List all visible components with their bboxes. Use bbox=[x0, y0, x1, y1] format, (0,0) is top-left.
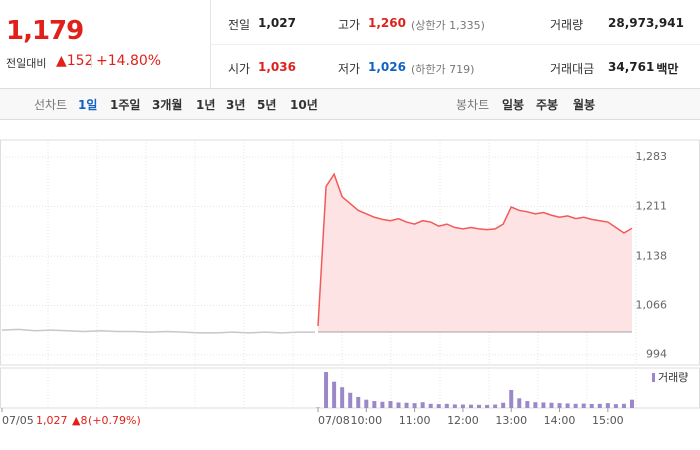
stat-value: 1,027 bbox=[258, 16, 296, 30]
today-line bbox=[317, 172, 633, 327]
volume-bar bbox=[348, 392, 353, 408]
volume-bar bbox=[477, 404, 482, 408]
volume-bar bbox=[533, 402, 538, 408]
volume-bar bbox=[340, 387, 345, 408]
stat-value: 28,973,941 bbox=[608, 16, 684, 30]
volume-bar bbox=[557, 403, 562, 408]
rate: +14.80% bbox=[96, 53, 162, 69]
stat-note: (하한가 719) bbox=[410, 63, 475, 76]
volume-bar bbox=[581, 403, 586, 408]
tab[interactable]: 1주일 bbox=[110, 98, 141, 112]
x-date: 07/05 bbox=[2, 414, 34, 427]
tab[interactable]: 일봉 bbox=[502, 98, 525, 112]
volume-bar bbox=[444, 403, 449, 408]
stat-label: 시가 bbox=[228, 62, 251, 76]
x-tick-label: 12:00 bbox=[447, 414, 479, 427]
volume-bar bbox=[485, 404, 490, 408]
prev-close: 1,027 bbox=[36, 414, 68, 427]
y-tick-label: 994 bbox=[646, 348, 667, 361]
volume-bar bbox=[525, 401, 530, 408]
volume-bar bbox=[380, 401, 385, 408]
legend-label: 거래량 bbox=[658, 371, 688, 384]
y-tick-label: 1,211 bbox=[636, 199, 668, 212]
volume-bar bbox=[452, 404, 457, 408]
volume-bar bbox=[493, 404, 498, 408]
tab-label: 선차트 bbox=[34, 98, 68, 112]
stat-label: 고가 bbox=[338, 18, 361, 32]
x-tick-label: 14:00 bbox=[544, 414, 576, 427]
volume-bar bbox=[412, 403, 417, 408]
volume-bar bbox=[541, 402, 546, 408]
volume-bar bbox=[509, 390, 514, 408]
tab[interactable]: 1일 bbox=[78, 98, 98, 112]
tab[interactable]: 1년 bbox=[196, 98, 216, 112]
volume-bar bbox=[388, 401, 393, 408]
stat-value: 1,260 bbox=[368, 16, 406, 30]
tab[interactable]: 주봉 bbox=[536, 98, 559, 112]
change: ▲152 bbox=[56, 53, 94, 69]
volume-bar bbox=[404, 402, 409, 408]
tab[interactable]: 월봉 bbox=[573, 98, 596, 112]
prev-change: ▲8 bbox=[72, 414, 87, 427]
stat-note: (상한가 1,335) bbox=[410, 19, 485, 32]
y-tick-label: 1,066 bbox=[636, 299, 668, 312]
volume-bar bbox=[436, 404, 441, 408]
volume-bar bbox=[589, 403, 594, 408]
volume-bar bbox=[372, 401, 377, 408]
stat-value: 1,026 bbox=[368, 60, 406, 74]
previous-line bbox=[1, 328, 315, 334]
prev-rate: (+0.79%) bbox=[88, 414, 141, 427]
price: 1,179 bbox=[6, 16, 84, 46]
volume-bar bbox=[332, 381, 337, 408]
volume-bar bbox=[420, 402, 425, 408]
volume-bar bbox=[501, 402, 506, 408]
x-tick-label: 13:00 bbox=[495, 414, 527, 427]
volume-bar bbox=[613, 404, 618, 408]
volume-bar bbox=[468, 404, 473, 408]
x-date: 07/08 bbox=[318, 414, 350, 427]
stat-label: 전일 bbox=[228, 18, 251, 32]
tab[interactable]: 3년 bbox=[226, 98, 246, 112]
volume-bar bbox=[605, 403, 610, 408]
divider bbox=[91, 54, 92, 68]
volume-bar bbox=[573, 403, 578, 408]
legend-swatch bbox=[652, 373, 655, 382]
today-area bbox=[318, 174, 632, 332]
stat-value: 1,036 bbox=[258, 60, 296, 74]
stat-value: 34,761 bbox=[608, 60, 655, 74]
volume-bar bbox=[396, 402, 401, 408]
y-tick-label: 1,283 bbox=[636, 150, 668, 163]
tab[interactable]: 3개월 bbox=[152, 98, 183, 112]
stat-label: 거래대금 bbox=[550, 62, 595, 76]
tab-bar bbox=[0, 88, 700, 120]
x-tick-label: 11:00 bbox=[399, 414, 431, 427]
tab-label: 봉차트 bbox=[456, 98, 490, 112]
volume-bar bbox=[565, 403, 570, 408]
x-tick-label: 15:00 bbox=[592, 414, 624, 427]
volume-bar bbox=[316, 407, 320, 408]
change-label: 전일대비 bbox=[6, 57, 47, 70]
stat-unit: 백만 bbox=[656, 62, 679, 76]
volume-bar bbox=[621, 403, 626, 408]
volume-bar bbox=[630, 399, 634, 408]
volume-bar bbox=[549, 402, 554, 408]
stat-label: 저가 bbox=[338, 62, 361, 76]
volume-bar bbox=[597, 403, 602, 408]
volume-bar bbox=[460, 404, 465, 408]
y-tick-label: 1,138 bbox=[636, 249, 668, 262]
chart: 994 1,066 1,138 1,211 1,283 거래량 07/05 1,027 ▲8 (+… bbox=[0, 139, 700, 427]
tab[interactable]: 5년 bbox=[257, 98, 277, 112]
volume-bar bbox=[428, 403, 433, 408]
volume-bar bbox=[324, 372, 329, 408]
divider bbox=[210, 0, 211, 88]
x-tick-label: 10:00 bbox=[350, 414, 382, 427]
stat-label: 거래량 bbox=[550, 18, 584, 32]
volume-bar bbox=[364, 399, 369, 408]
tab[interactable]: 10년 bbox=[290, 98, 318, 112]
volume-bar bbox=[517, 398, 522, 408]
volume-bar bbox=[356, 396, 361, 408]
divider bbox=[211, 44, 700, 45]
